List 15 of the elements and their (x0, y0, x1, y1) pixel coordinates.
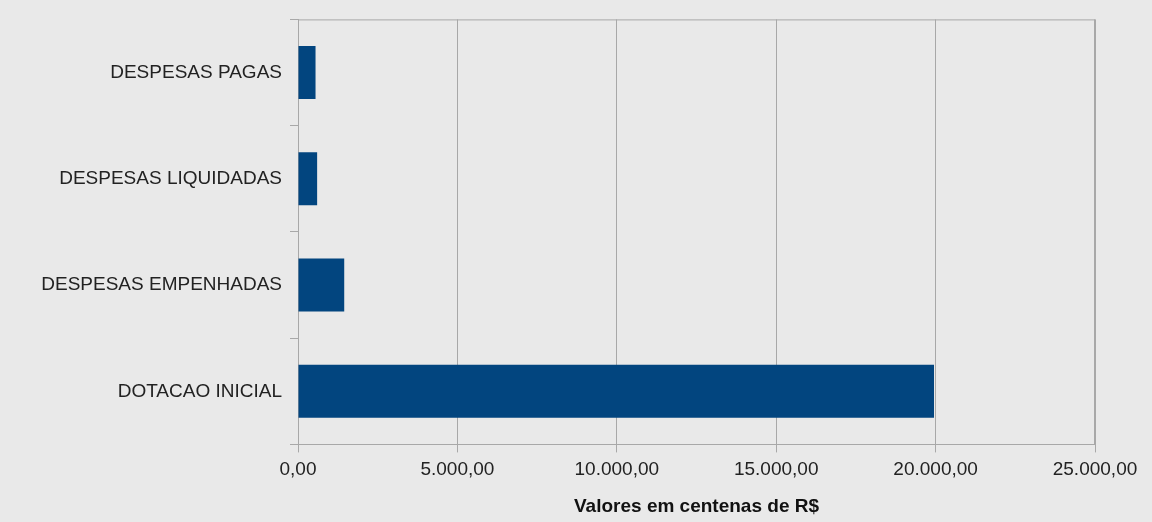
y-tick-label: DESPESAS PAGAS (110, 60, 282, 82)
x-tick-label: 15.000,00 (733, 458, 819, 480)
bar (298, 152, 318, 206)
bar (298, 45, 316, 100)
bar (298, 364, 935, 418)
y-tick-label: DOTACAO INICIAL (117, 379, 282, 401)
x-tick-label: 20.000,00 (893, 458, 978, 480)
x-tick-label: 5.000,00 (420, 458, 495, 480)
x-tick-label: 10.000,00 (574, 458, 660, 480)
y-tick-label: DESPESAS EMPENHADAS (41, 273, 282, 295)
x-axis-title: Valores em centenas de R$ (573, 494, 820, 516)
y-tick-label: DESPESAS LIQUIDADAS (59, 167, 282, 189)
x-tick-label: 25.000,00 (1052, 458, 1138, 480)
x-tick-label: 0,00 (279, 458, 317, 480)
bar (298, 258, 345, 312)
